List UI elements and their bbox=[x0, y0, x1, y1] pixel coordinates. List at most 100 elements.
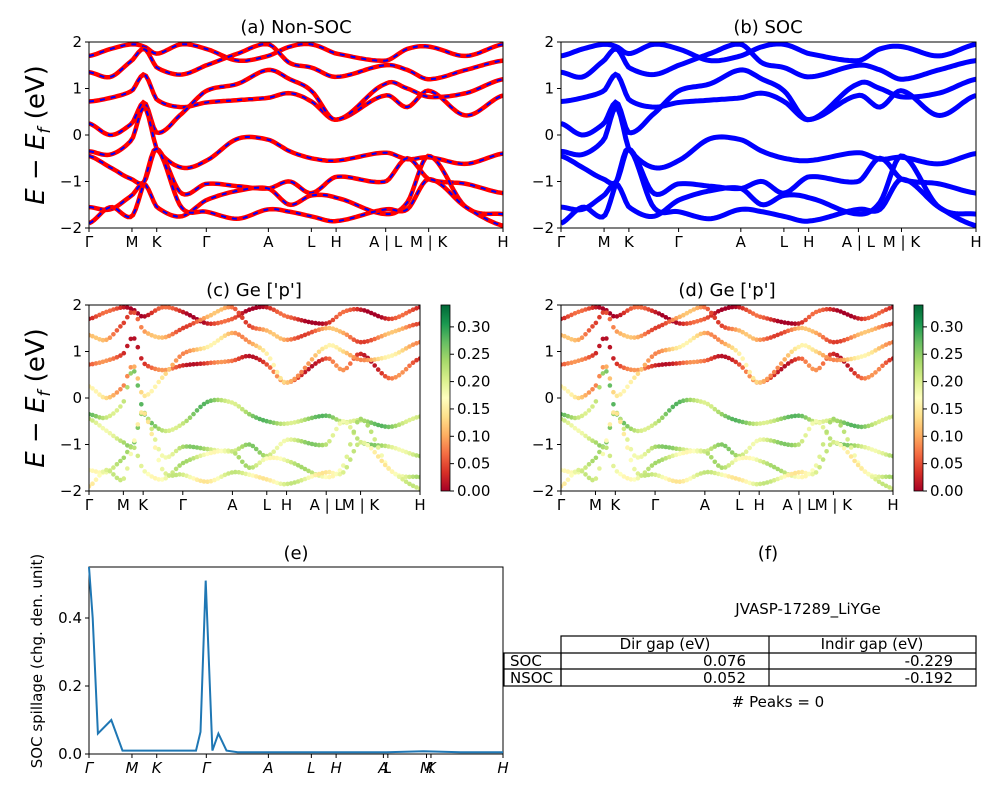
projection-point bbox=[257, 345, 263, 351]
projection-point bbox=[729, 460, 735, 466]
projection-point bbox=[639, 333, 644, 339]
projection-point bbox=[754, 313, 759, 318]
projection-point bbox=[579, 430, 585, 436]
projection-point bbox=[226, 399, 231, 404]
projection-point bbox=[579, 413, 585, 419]
projection-point bbox=[166, 428, 172, 434]
projection-point bbox=[635, 305, 641, 310]
projection-point bbox=[670, 445, 676, 451]
projection-point bbox=[611, 402, 616, 407]
projection-point bbox=[111, 472, 116, 477]
projection-point bbox=[841, 442, 847, 448]
projection-point bbox=[334, 327, 339, 333]
projection-point bbox=[253, 446, 259, 452]
projection-point bbox=[396, 350, 402, 355]
x-tick-label: M | K bbox=[410, 233, 449, 251]
projection-point bbox=[327, 342, 332, 348]
x-tick-label: M bbox=[117, 496, 130, 514]
projection-point bbox=[407, 451, 412, 456]
projection-point bbox=[330, 326, 336, 332]
projection-point bbox=[393, 315, 398, 321]
projection-point bbox=[410, 360, 416, 366]
projection-point bbox=[278, 311, 283, 316]
projection-point bbox=[712, 315, 718, 321]
projection-point bbox=[792, 442, 798, 448]
projection-point bbox=[302, 332, 308, 338]
projection-point bbox=[344, 454, 350, 460]
table-col-dir-gap: Dir gap (eV) bbox=[620, 635, 711, 653]
projection-point bbox=[135, 316, 141, 322]
projection-point bbox=[247, 411, 252, 417]
projection-point bbox=[632, 305, 637, 310]
projection-point bbox=[379, 453, 385, 458]
projection-point bbox=[180, 421, 186, 426]
projection-point bbox=[243, 309, 249, 314]
projection-point bbox=[118, 458, 123, 464]
projection-point bbox=[579, 468, 585, 474]
projection-point bbox=[368, 310, 374, 316]
projection-point bbox=[625, 308, 630, 313]
projection-point bbox=[880, 417, 885, 423]
projection-point bbox=[862, 353, 868, 358]
projection-point bbox=[778, 468, 784, 474]
y-tick-label: 0.2 bbox=[58, 677, 82, 695]
projection-point bbox=[414, 474, 419, 480]
projection-point bbox=[709, 446, 714, 452]
projection-point bbox=[166, 305, 172, 310]
projection-point bbox=[705, 401, 711, 407]
projection-point bbox=[323, 474, 329, 480]
projection-point bbox=[663, 411, 669, 417]
projection-point bbox=[320, 346, 325, 352]
projection-point bbox=[876, 366, 882, 372]
projection-point bbox=[729, 345, 735, 351]
projection-point bbox=[845, 312, 850, 317]
projection-point bbox=[121, 350, 127, 356]
projection-point bbox=[292, 461, 297, 466]
projection-point bbox=[219, 307, 224, 312]
projection-point bbox=[403, 346, 409, 351]
projection-point bbox=[586, 355, 592, 360]
projection-point bbox=[562, 333, 567, 339]
projection-point bbox=[201, 361, 207, 366]
band-line bbox=[561, 71, 976, 123]
projection-point bbox=[817, 454, 822, 460]
projection-point bbox=[579, 308, 585, 314]
projection-point bbox=[152, 366, 158, 372]
projection-point bbox=[590, 387, 595, 392]
projection-point bbox=[719, 465, 725, 471]
y-tick-label: 0 bbox=[72, 126, 82, 144]
projection-point bbox=[368, 429, 374, 435]
projection-point bbox=[149, 388, 154, 394]
projection-point bbox=[764, 336, 770, 341]
projection-point bbox=[362, 357, 367, 363]
y-tick-label: 0 bbox=[544, 389, 554, 407]
projection-point bbox=[621, 426, 627, 432]
x-tick-label: A | L bbox=[782, 496, 816, 514]
projection-point bbox=[677, 399, 683, 405]
projection-point bbox=[590, 458, 595, 464]
x-tick-label: M | K bbox=[815, 496, 854, 514]
y-tick-label: −2 bbox=[532, 219, 554, 237]
projection-point bbox=[128, 336, 134, 342]
projection-point bbox=[184, 311, 189, 316]
projection-point bbox=[114, 328, 120, 333]
projection-point bbox=[128, 310, 134, 315]
projection-point bbox=[375, 313, 381, 319]
projection-point bbox=[635, 455, 641, 460]
projection-point bbox=[789, 321, 794, 326]
panel-e-title: (e) bbox=[283, 543, 308, 564]
x-tick-label: K bbox=[152, 233, 163, 251]
projection-point bbox=[586, 462, 592, 467]
projection-point bbox=[726, 343, 731, 349]
projection-point bbox=[253, 415, 259, 420]
projection-point bbox=[111, 411, 116, 416]
projection-point bbox=[240, 311, 245, 316]
projection-point bbox=[222, 398, 228, 404]
projection-point bbox=[107, 394, 113, 400]
projection-point bbox=[764, 461, 770, 466]
y-tick-label: −1 bbox=[532, 436, 554, 454]
projection-point bbox=[163, 428, 168, 434]
projection-point bbox=[792, 413, 798, 419]
projection-point bbox=[771, 418, 777, 424]
